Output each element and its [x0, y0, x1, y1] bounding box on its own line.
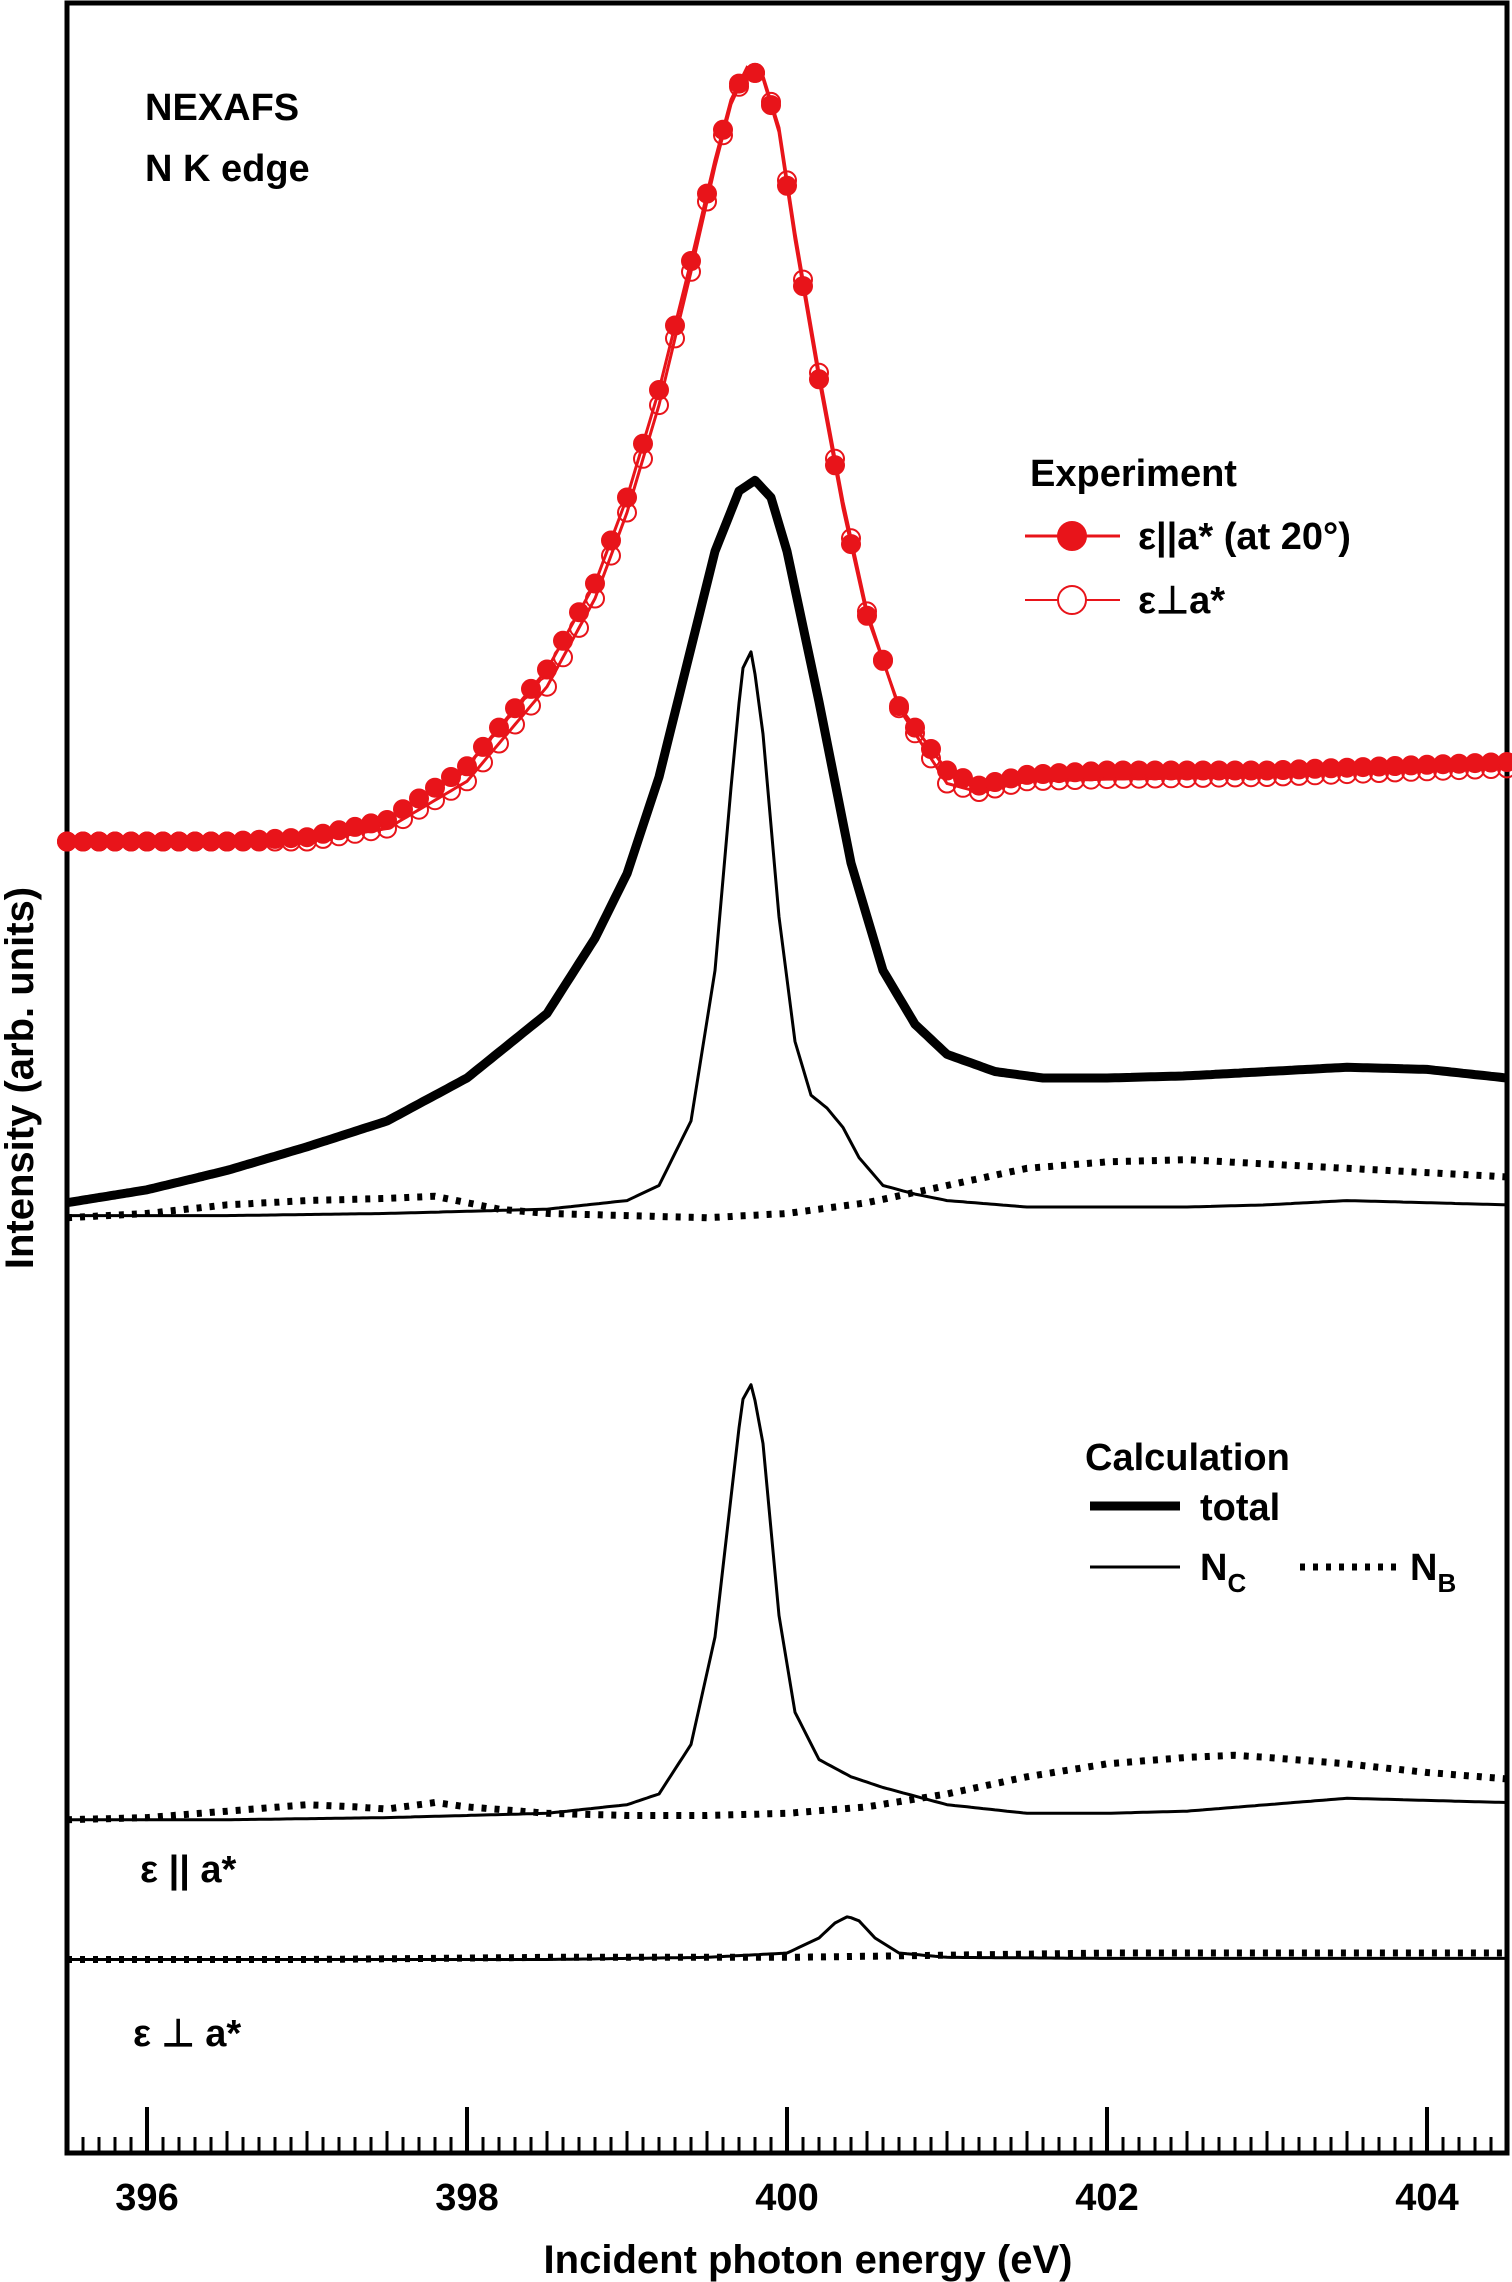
exp-parallel-marker: [985, 772, 1005, 792]
x-tick-labels: 396 398 400 402 404: [115, 2177, 1458, 2219]
exp-parallel-marker: [473, 736, 493, 757]
series-nc-line: [67, 650, 1508, 1218]
legend-calculation: Calculation total NC NB: [1085, 1437, 1456, 1598]
exp-parallel-marker: [345, 816, 365, 837]
exp-parallel-marker: [425, 777, 445, 798]
legend-entry-parallel: ε||a* (at 20°): [1138, 516, 1351, 558]
y-axis-title: Intensity (arb. units): [0, 887, 42, 1269]
exp-parallel-marker: [905, 717, 925, 738]
series-total-line: [66, 475, 1508, 1208]
exp-parallel-marker: [601, 530, 621, 551]
exp-parallel-marker: [505, 698, 525, 719]
series-layer: [57, 62, 1512, 1963]
exp-parallel-marker: [825, 455, 845, 476]
series-nb-line: [66, 1156, 1508, 1222]
legend-open-marker: [1057, 585, 1087, 615]
exp-parallel-marker: [793, 276, 813, 297]
title-line-2: N K edge: [145, 148, 310, 190]
legend-experiment-title: Experiment: [1030, 453, 1237, 495]
x-tick-label: 402: [1075, 2177, 1138, 2219]
legend-entry-perpendicular: ε⊥a*: [1138, 580, 1225, 622]
x-axis-title: Incident photon energy (eV): [544, 2238, 1073, 2282]
x-tick-label: 398: [435, 2177, 498, 2219]
exp-parallel-marker: [841, 534, 861, 555]
exp-parallel-marker: [697, 183, 717, 204]
exp-parallel-marker: [489, 717, 509, 738]
exp-parallel-marker: [569, 602, 589, 623]
series-nc-line: [67, 1915, 1507, 1961]
label-perpendicular: ε ⊥ a*: [133, 2013, 241, 2055]
legend-experiment: Experiment ε||a* (at 20°) ε⊥a*: [1025, 453, 1351, 622]
legend-nc-label: NC: [1200, 1547, 1246, 1598]
legend-nb-letter: N: [1410, 1547, 1437, 1589]
exp-parallel-marker: [361, 813, 381, 834]
exp-parallel-marker: [617, 487, 637, 508]
exp-parallel-marker: [857, 605, 877, 626]
exp-parallel-marker: [729, 73, 749, 94]
exp-parallel-marker: [329, 820, 349, 841]
exp-parallel-marker: [441, 767, 461, 787]
exp-parallel-marker: [649, 380, 669, 400]
legend-nc-subscript: C: [1227, 1568, 1246, 1598]
minor-ticks: [65, 2131, 1509, 2153]
exp-parallel-marker: [953, 768, 973, 789]
plot-frame: [64, 0, 1510, 2156]
exp-parallel-marker: [745, 62, 765, 83]
legend-calculation-title: Calculation: [1085, 1437, 1290, 1479]
legend-nb-subscript: B: [1437, 1568, 1456, 1598]
exp-parallel-marker: [761, 95, 781, 116]
exp-parallel-marker: [1497, 752, 1512, 772]
exp-parallel-marker: [1001, 768, 1021, 789]
exp-parallel-marker: [457, 756, 477, 777]
label-parallel: ε || a*: [140, 1849, 237, 1891]
exp-parallel-marker: [889, 696, 909, 717]
exp-parallel-marker: [809, 369, 829, 390]
exp-parallel-marker: [665, 315, 685, 336]
exp-parallel-marker: [585, 573, 605, 594]
legend-nb-label: NB: [1410, 1547, 1456, 1598]
legend-filled-marker: [1057, 521, 1087, 551]
exp-parallel-marker: [537, 659, 557, 680]
series-nc-line: [67, 1383, 1508, 1822]
exp-parallel-marker: [713, 119, 733, 140]
series-nb-line: [66, 1751, 1508, 1824]
legend-nc-letter: N: [1200, 1547, 1227, 1589]
exp-parallel-marker: [297, 827, 317, 848]
exp-parallel-marker: [313, 823, 333, 844]
exp-parallel-marker: [873, 650, 893, 671]
exp-parallel-marker: [681, 251, 701, 271]
exp-parallel-marker: [553, 630, 573, 651]
x-tick-label: 396: [115, 2177, 178, 2219]
exp-parallel-marker: [777, 175, 797, 196]
series-nb-line: [67, 1949, 1507, 1963]
x-tick-label: 404: [1395, 2177, 1458, 2219]
exp-parallel-marker: [937, 760, 957, 781]
major-ticks: [145, 2107, 1429, 2153]
legend-total-label: total: [1200, 1487, 1280, 1529]
title-line-1: NEXAFS: [145, 87, 299, 129]
exp-parallel-marker: [521, 678, 541, 699]
x-tick-label: 400: [755, 2177, 818, 2219]
exp-parallel-marker: [969, 775, 989, 796]
exp-parallel-marker: [409, 788, 429, 809]
exp-parallel-marker: [377, 810, 397, 830]
exp-parallel-marker: [921, 739, 941, 759]
exp-parallel-marker: [633, 433, 653, 454]
exp-parallel-marker: [393, 799, 413, 820]
